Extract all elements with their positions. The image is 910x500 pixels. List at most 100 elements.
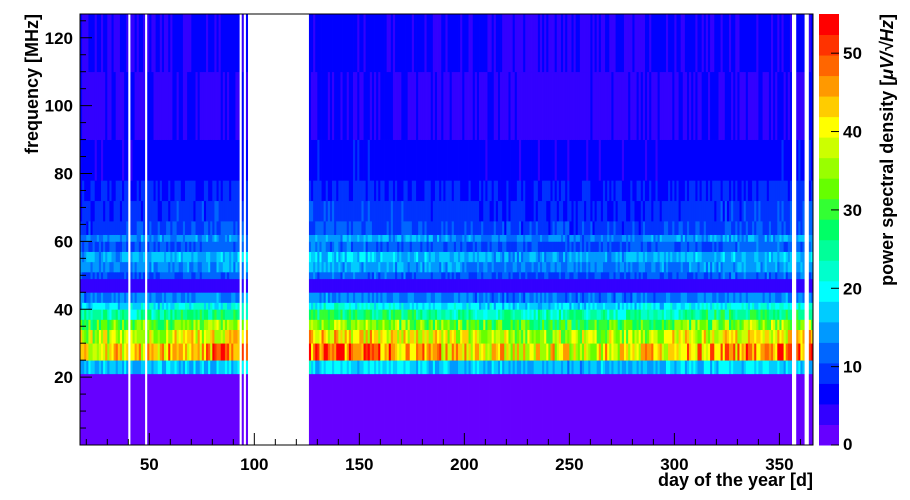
heatmap-cell bbox=[218, 251, 222, 263]
heatmap-cell bbox=[113, 221, 117, 235]
heatmap-cell bbox=[491, 343, 495, 361]
heatmap-cell bbox=[212, 221, 215, 235]
heatmap-cell bbox=[552, 234, 556, 242]
heatmap-cell bbox=[600, 373, 604, 446]
heatmap-cell bbox=[185, 278, 188, 293]
heatmap-cell bbox=[445, 71, 448, 140]
heatmap-cell bbox=[323, 373, 327, 446]
heatmap-cell bbox=[556, 180, 560, 202]
heatmap-cell bbox=[174, 343, 178, 361]
heatmap-cell bbox=[502, 251, 505, 263]
heatmap-cell bbox=[138, 309, 142, 320]
heatmap-cell bbox=[462, 261, 465, 273]
heatmap-cell bbox=[542, 319, 545, 331]
heatmap-cell bbox=[84, 14, 87, 73]
heatmap-cell bbox=[346, 200, 350, 222]
heatmap-cell bbox=[346, 343, 350, 361]
heatmap-cell bbox=[571, 319, 574, 331]
heatmap-cell bbox=[197, 360, 201, 375]
heatmap-cell bbox=[399, 234, 402, 242]
heatmap-cell bbox=[588, 373, 591, 446]
heatmap-cell bbox=[170, 319, 173, 331]
heatmap-cell bbox=[344, 14, 348, 73]
heatmap-cell bbox=[193, 329, 196, 344]
heatmap-cell bbox=[560, 234, 564, 242]
heatmap-cell bbox=[216, 329, 220, 344]
heatmap-cell bbox=[386, 360, 390, 375]
heatmap-cell bbox=[602, 251, 606, 263]
heatmap-cell bbox=[437, 14, 440, 73]
heatmap-cell bbox=[134, 302, 138, 310]
heatmap-cell bbox=[479, 278, 482, 293]
heatmap-cell bbox=[508, 302, 511, 310]
heatmap-cell bbox=[199, 360, 203, 375]
heatmap-cell bbox=[350, 271, 354, 280]
heatmap-cell bbox=[481, 251, 484, 263]
heatmap-cell bbox=[489, 373, 493, 446]
heatmap-cell bbox=[464, 360, 467, 375]
heatmap-cell bbox=[447, 200, 451, 222]
heatmap-cell bbox=[571, 309, 574, 320]
heatmap-cell bbox=[455, 373, 459, 446]
heatmap-cell bbox=[233, 360, 236, 375]
heatmap-cell bbox=[336, 71, 339, 140]
heatmap-cell bbox=[227, 271, 230, 280]
heatmap-cell bbox=[355, 14, 358, 73]
heatmap-cell bbox=[344, 319, 348, 331]
heatmap-cell bbox=[596, 271, 600, 280]
heatmap-cell bbox=[409, 319, 413, 331]
heatmap-cell bbox=[550, 329, 553, 344]
heatmap-cell bbox=[214, 373, 217, 446]
heatmap-cell bbox=[90, 373, 93, 446]
heatmap-cell bbox=[470, 234, 474, 242]
heatmap-cell bbox=[119, 343, 123, 361]
heatmap-cell bbox=[136, 309, 140, 320]
heatmap-cell bbox=[101, 200, 104, 222]
heatmap-cell bbox=[363, 343, 367, 361]
heatmap-cell bbox=[132, 292, 136, 303]
heatmap-cell bbox=[521, 329, 524, 344]
heatmap-cell bbox=[600, 241, 604, 252]
heatmap-cell bbox=[458, 251, 461, 263]
heatmap-cell bbox=[325, 343, 329, 361]
heatmap-cell bbox=[319, 319, 322, 331]
heatmap-cell bbox=[109, 329, 112, 344]
heatmap-cell bbox=[231, 278, 234, 293]
heatmap-cell bbox=[397, 343, 400, 361]
heatmap-cell bbox=[361, 329, 364, 344]
heatmap-cell bbox=[392, 139, 396, 181]
heatmap-cell bbox=[468, 200, 472, 222]
heatmap-cell bbox=[458, 221, 461, 235]
heatmap-cell bbox=[411, 221, 415, 235]
heatmap-cell bbox=[537, 292, 541, 303]
heatmap-cell bbox=[596, 71, 600, 140]
heatmap-cell bbox=[105, 278, 108, 293]
heatmap-cell bbox=[445, 292, 448, 303]
heatmap-cell bbox=[544, 278, 547, 293]
heatmap-cell bbox=[140, 261, 144, 273]
heatmap-cell bbox=[201, 373, 205, 446]
heatmap-cell bbox=[321, 14, 325, 73]
heatmap-cell bbox=[214, 71, 217, 140]
heatmap-cell bbox=[134, 373, 138, 446]
heatmap-cell bbox=[518, 309, 522, 320]
heatmap-cell bbox=[231, 71, 234, 140]
heatmap-cell bbox=[332, 319, 335, 331]
heatmap-cell bbox=[596, 234, 600, 242]
heatmap-cell bbox=[413, 278, 417, 293]
heatmap-cell bbox=[371, 251, 375, 263]
heatmap-cell bbox=[378, 251, 381, 263]
heatmap-cell bbox=[224, 139, 228, 181]
heatmap-cell bbox=[455, 302, 459, 310]
heatmap-cell bbox=[321, 373, 325, 446]
heatmap-cell bbox=[126, 329, 129, 344]
heatmap-cell bbox=[130, 278, 133, 293]
heatmap-cell bbox=[523, 373, 526, 446]
heatmap-cell bbox=[132, 309, 136, 320]
heatmap-cell bbox=[134, 329, 138, 344]
heatmap-cell bbox=[109, 292, 112, 303]
heatmap-cell bbox=[493, 271, 497, 280]
heatmap-cell bbox=[138, 278, 142, 293]
heatmap-cell bbox=[157, 200, 161, 222]
heatmap-cell bbox=[586, 221, 589, 235]
